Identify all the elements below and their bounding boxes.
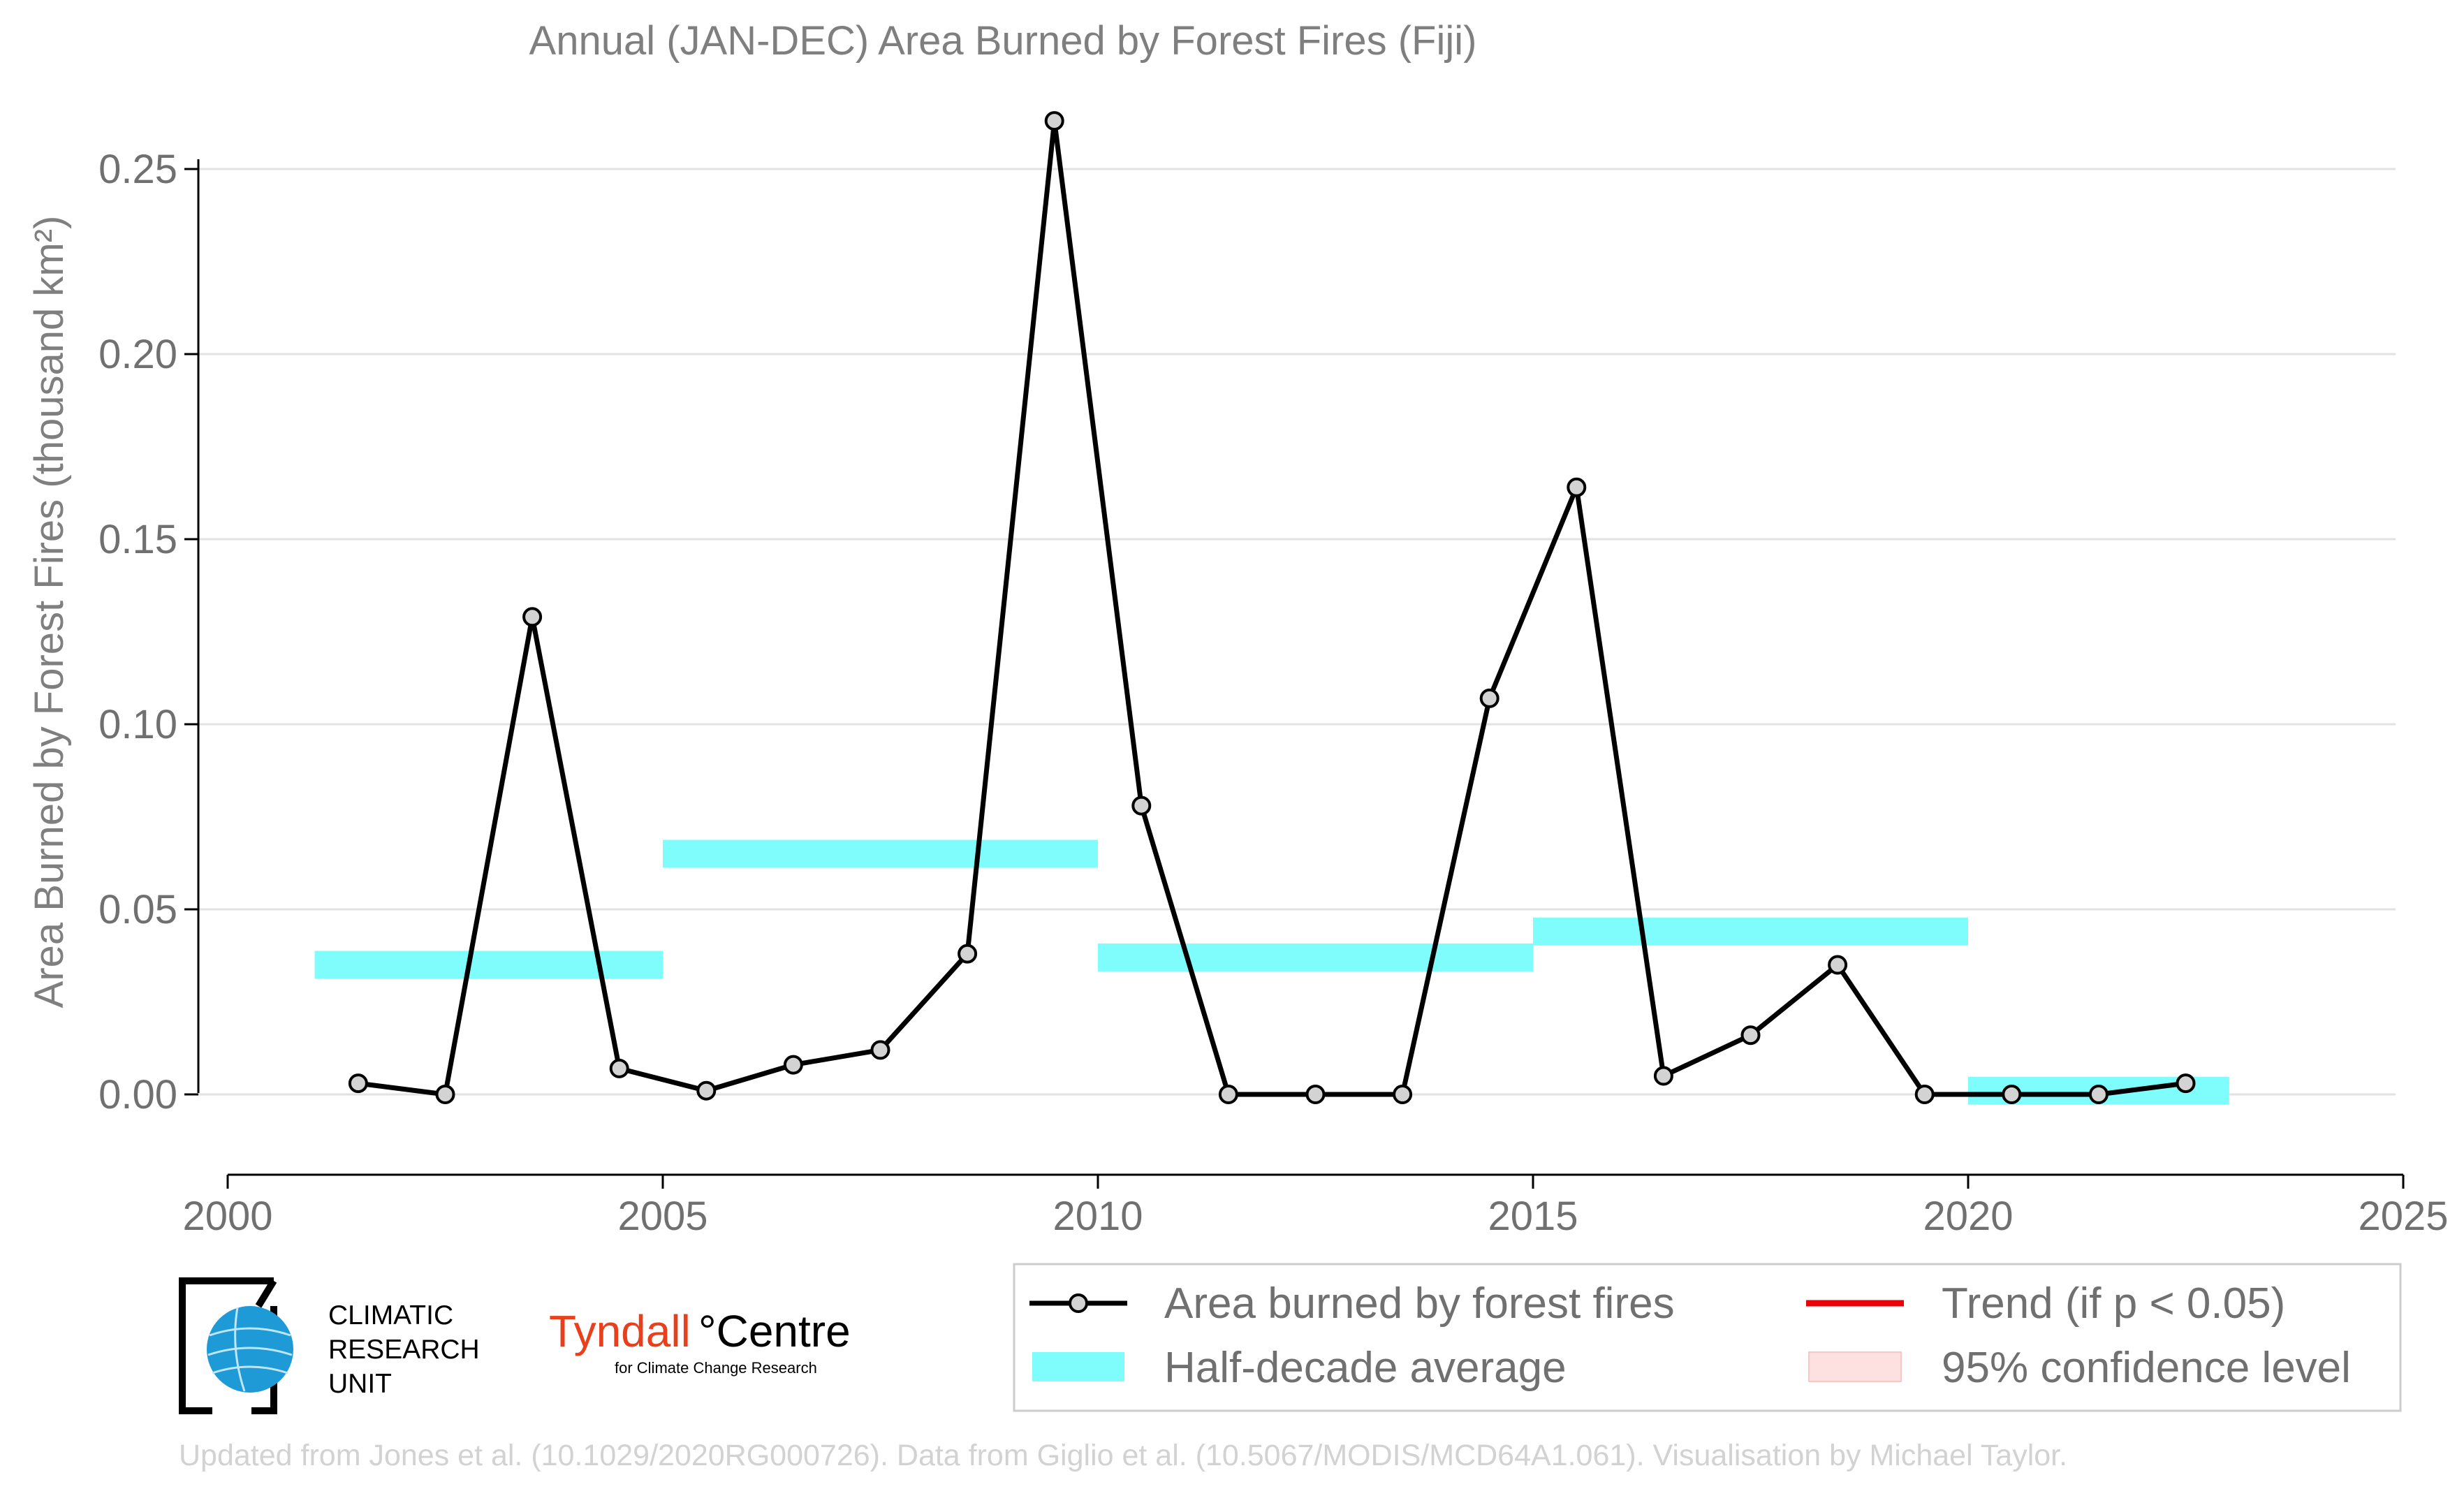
x-tick-label: 2015 — [1488, 1194, 1578, 1239]
tyndall-logo-suffix: °Centre — [698, 1306, 851, 1356]
cru-logo-line1: CLIMATIC — [328, 1300, 453, 1330]
y-tick-label: 0.15 — [98, 517, 177, 562]
cru-logo-line2: RESEARCH — [328, 1335, 480, 1365]
legend-label-trend: Trend (if p < 0.05) — [1942, 1279, 2285, 1328]
x-tick-label: 2005 — [617, 1194, 707, 1239]
y-axis-title: Area Burned by Forest Fires (thousand km… — [27, 216, 72, 1008]
cru-logo-line3: UNIT — [328, 1369, 392, 1399]
x-tick-label: 2020 — [1923, 1194, 2013, 1239]
data-point — [2088, 1085, 2109, 1104]
data-point — [1828, 955, 1848, 975]
globe-icon-lines — [207, 1307, 293, 1392]
legend-box — [1013, 1263, 2402, 1412]
data-point — [2002, 1085, 2022, 1104]
cru-logo-frame-slash — [255, 1279, 277, 1308]
y-tick-label: 0.05 — [98, 887, 177, 932]
data-point — [696, 1080, 717, 1101]
legend-label-confidence: 95% confidence level — [1942, 1344, 2351, 1392]
series-line-group — [358, 118, 2186, 1097]
tyndall-logo-tagline: for Climate Change Research — [615, 1359, 817, 1377]
legend-symbol-area-burned-marker — [1069, 1293, 1088, 1313]
footer-credits: Updated from Jones et al. (10.1029/2020R… — [179, 1439, 2067, 1472]
data-point — [348, 1073, 368, 1094]
legend-symbol-confidence — [1808, 1351, 1902, 1382]
data-point — [1131, 795, 1152, 816]
tyndall-logo: Tyndall °Centre for Climate Change Resea… — [549, 1306, 851, 1377]
data-point — [958, 944, 978, 964]
y-tick-label: 0.20 — [98, 332, 177, 377]
tyndall-logo-name: Tyndall — [549, 1306, 691, 1356]
y-axis-ticks: 0.00 0.05 0.10 0.15 0.20 0.25 — [98, 147, 198, 1117]
data-point — [1740, 1025, 1761, 1046]
y-tick-label: 0.00 — [98, 1072, 177, 1117]
x-tick-label: 2025 — [2358, 1194, 2448, 1239]
cru-logo: CLIMATIC RESEARCH UNIT — [179, 1277, 480, 1414]
data-point — [1653, 1066, 1673, 1086]
data-point — [1044, 111, 1064, 131]
legend-label-half-decade: Half-decade average — [1164, 1344, 1567, 1392]
x-tick-label: 2010 — [1053, 1194, 1143, 1239]
data-point — [1914, 1085, 1935, 1104]
data-point — [435, 1085, 455, 1104]
data-point — [1567, 477, 1587, 497]
data-points — [348, 111, 2196, 1104]
legend-symbol-half-decade — [1032, 1352, 1124, 1381]
data-point — [1479, 688, 1499, 708]
x-tick-label: 2000 — [182, 1194, 272, 1239]
data-point — [1218, 1085, 1238, 1104]
legend-label-area-burned: Area burned by forest fires — [1164, 1279, 1675, 1328]
half-decade-average-bar — [1533, 917, 1968, 946]
chart-title: Annual (JAN-DEC) Area Burned by Forest F… — [529, 18, 1477, 64]
half-decade-average-bar — [663, 839, 1098, 868]
half-decade-average-bar — [1098, 943, 1533, 971]
legend: Area burned by forest fires Trend (if p … — [1013, 1263, 2402, 1412]
x-axis-ticks: 2000 2005 2010 2015 2020 2025 — [182, 1175, 2449, 1239]
data-point — [522, 607, 543, 627]
data-point — [609, 1058, 629, 1078]
data-point — [2176, 1073, 2196, 1094]
data-point — [870, 1040, 890, 1060]
half-decade-average-bars — [314, 839, 2229, 1105]
data-point — [1305, 1085, 1326, 1104]
y-tick-label: 0.10 — [98, 702, 177, 747]
data-point — [783, 1055, 803, 1075]
series-line-area-burned — [358, 118, 2186, 1097]
data-point — [1393, 1085, 1413, 1104]
globe-icon — [207, 1306, 293, 1393]
y-tick-label: 0.25 — [98, 147, 177, 192]
half-decade-average-bar — [314, 951, 663, 979]
